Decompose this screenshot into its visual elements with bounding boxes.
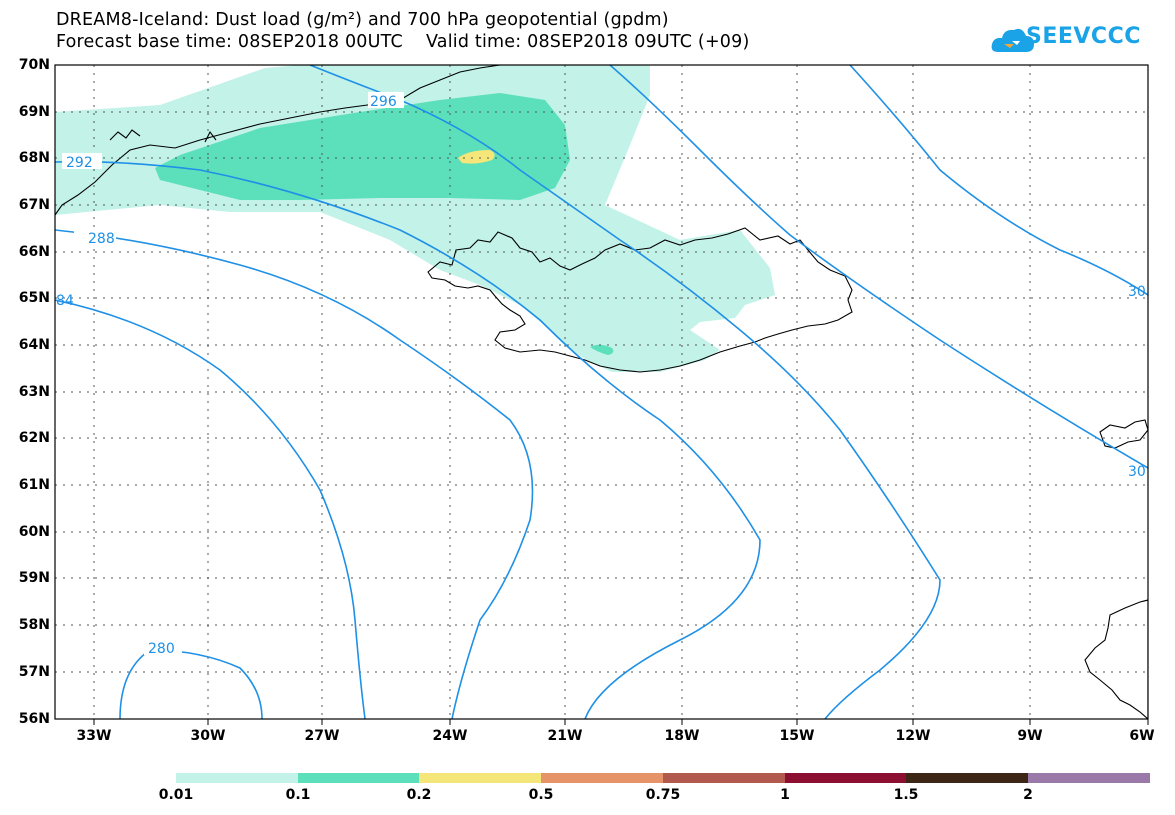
lat-label: 57N (18, 664, 50, 680)
lon-label: 15W (779, 728, 815, 744)
colorbar-label: 0.75 (645, 787, 681, 803)
geopotential-contours (55, 65, 1148, 719)
lon-label: 24W (432, 728, 468, 744)
contour-label: 30 (1128, 284, 1146, 300)
seevccc-cloud-icon (991, 28, 1034, 52)
lat-label: 67N (18, 197, 50, 213)
lon-label: 12W (895, 728, 931, 744)
colorbar-swatch (419, 773, 541, 783)
colorbar-swatch (663, 773, 785, 783)
colorbar-swatch (785, 773, 906, 783)
lat-label: 59N (18, 570, 50, 586)
lat-label: 66N (18, 244, 50, 260)
lat-label: 61N (18, 477, 50, 493)
colorbar-swatch (176, 773, 298, 783)
contour-label: 30 (1128, 464, 1146, 480)
map-title-line-1: DREAM8-Iceland: Dust load (g/m²) and 700… (56, 10, 669, 30)
lat-label: 58N (18, 617, 50, 633)
lon-label: 18W (664, 728, 700, 744)
colorbar-label: 0.5 (528, 787, 554, 803)
colorbar-swatch (906, 773, 1028, 783)
lon-label: 21W (547, 728, 583, 744)
colorbar-swatch (541, 773, 663, 783)
colorbar-label: 0.1 (285, 787, 311, 803)
contour-label: 288 (88, 231, 115, 247)
lat-label: 68N (18, 150, 50, 166)
lat-label: 63N (18, 384, 50, 400)
contour-label: 84 (56, 293, 74, 309)
colorbar-label: 0.01 (158, 787, 194, 803)
seevccc-logo-text: SEEVCCC (1026, 24, 1141, 49)
lat-label: 56N (18, 711, 50, 727)
lon-label: 27W (304, 728, 340, 744)
lat-label: 62N (18, 430, 50, 446)
map-title-line-2: Forecast base time: 08SEP2018 00UTC Vali… (56, 32, 750, 52)
axis-ticks (93, 719, 1149, 725)
graticule (55, 65, 1148, 719)
lon-label: 33W (76, 728, 112, 744)
dust-shading-high (458, 150, 495, 164)
colorbar-swatch (298, 773, 419, 783)
colorbar-label: 1.5 (893, 787, 919, 803)
colorbar-label: 2 (1023, 787, 1033, 803)
coastlines (55, 65, 1148, 719)
contour-label: 292 (66, 155, 93, 171)
lat-label: 70N (18, 57, 50, 73)
lat-label: 65N (18, 290, 50, 306)
colorbar-label: 0.2 (406, 787, 432, 803)
lon-label: 6W (1129, 728, 1155, 744)
map-frame (54, 64, 1149, 720)
lon-label: 30W (190, 728, 226, 744)
contour-label: 296 (370, 94, 397, 110)
lat-label: 64N (18, 337, 50, 353)
lon-label: 9W (1017, 728, 1043, 744)
colorbar-swatch (1028, 773, 1150, 783)
dust-shading-mid (155, 93, 614, 355)
lat-label: 69N (18, 104, 50, 120)
colorbar-label: 1 (780, 787, 790, 803)
lat-label: 60N (18, 524, 50, 540)
contour-label: 280 (148, 641, 175, 657)
